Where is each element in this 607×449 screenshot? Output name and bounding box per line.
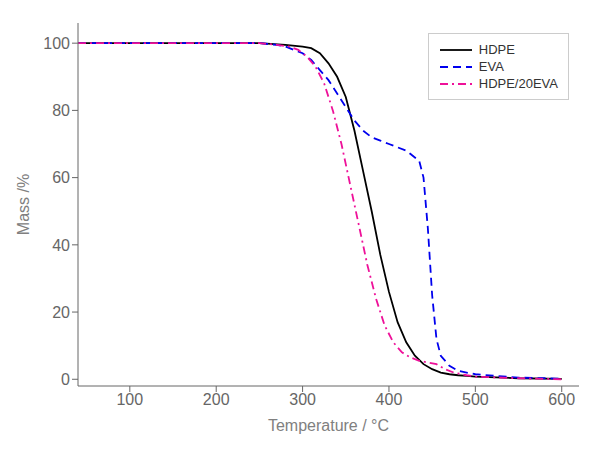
svg-text:Mass /%: Mass /% bbox=[15, 174, 32, 235]
svg-text:40: 40 bbox=[52, 237, 70, 254]
svg-text:100: 100 bbox=[116, 391, 143, 408]
svg-text:400: 400 bbox=[376, 391, 403, 408]
html-text:HDPE: HDPE bbox=[478, 42, 515, 57]
svg-text:80: 80 bbox=[52, 102, 70, 119]
svg-text:20: 20 bbox=[52, 304, 70, 321]
svg-text:200: 200 bbox=[203, 391, 230, 408]
html-text:HDPE/20EVA: HDPE/20EVA bbox=[478, 76, 558, 91]
svg-text:100: 100 bbox=[43, 35, 70, 52]
svg-text:Temperature / °C: Temperature / °C bbox=[268, 417, 389, 434]
svg-text:600: 600 bbox=[548, 391, 575, 408]
svg-text:300: 300 bbox=[289, 391, 316, 408]
svg-text:500: 500 bbox=[462, 391, 489, 408]
html-text:EVA: EVA bbox=[478, 59, 504, 74]
svg-text:0: 0 bbox=[61, 371, 70, 388]
svg-text:60: 60 bbox=[52, 169, 70, 186]
